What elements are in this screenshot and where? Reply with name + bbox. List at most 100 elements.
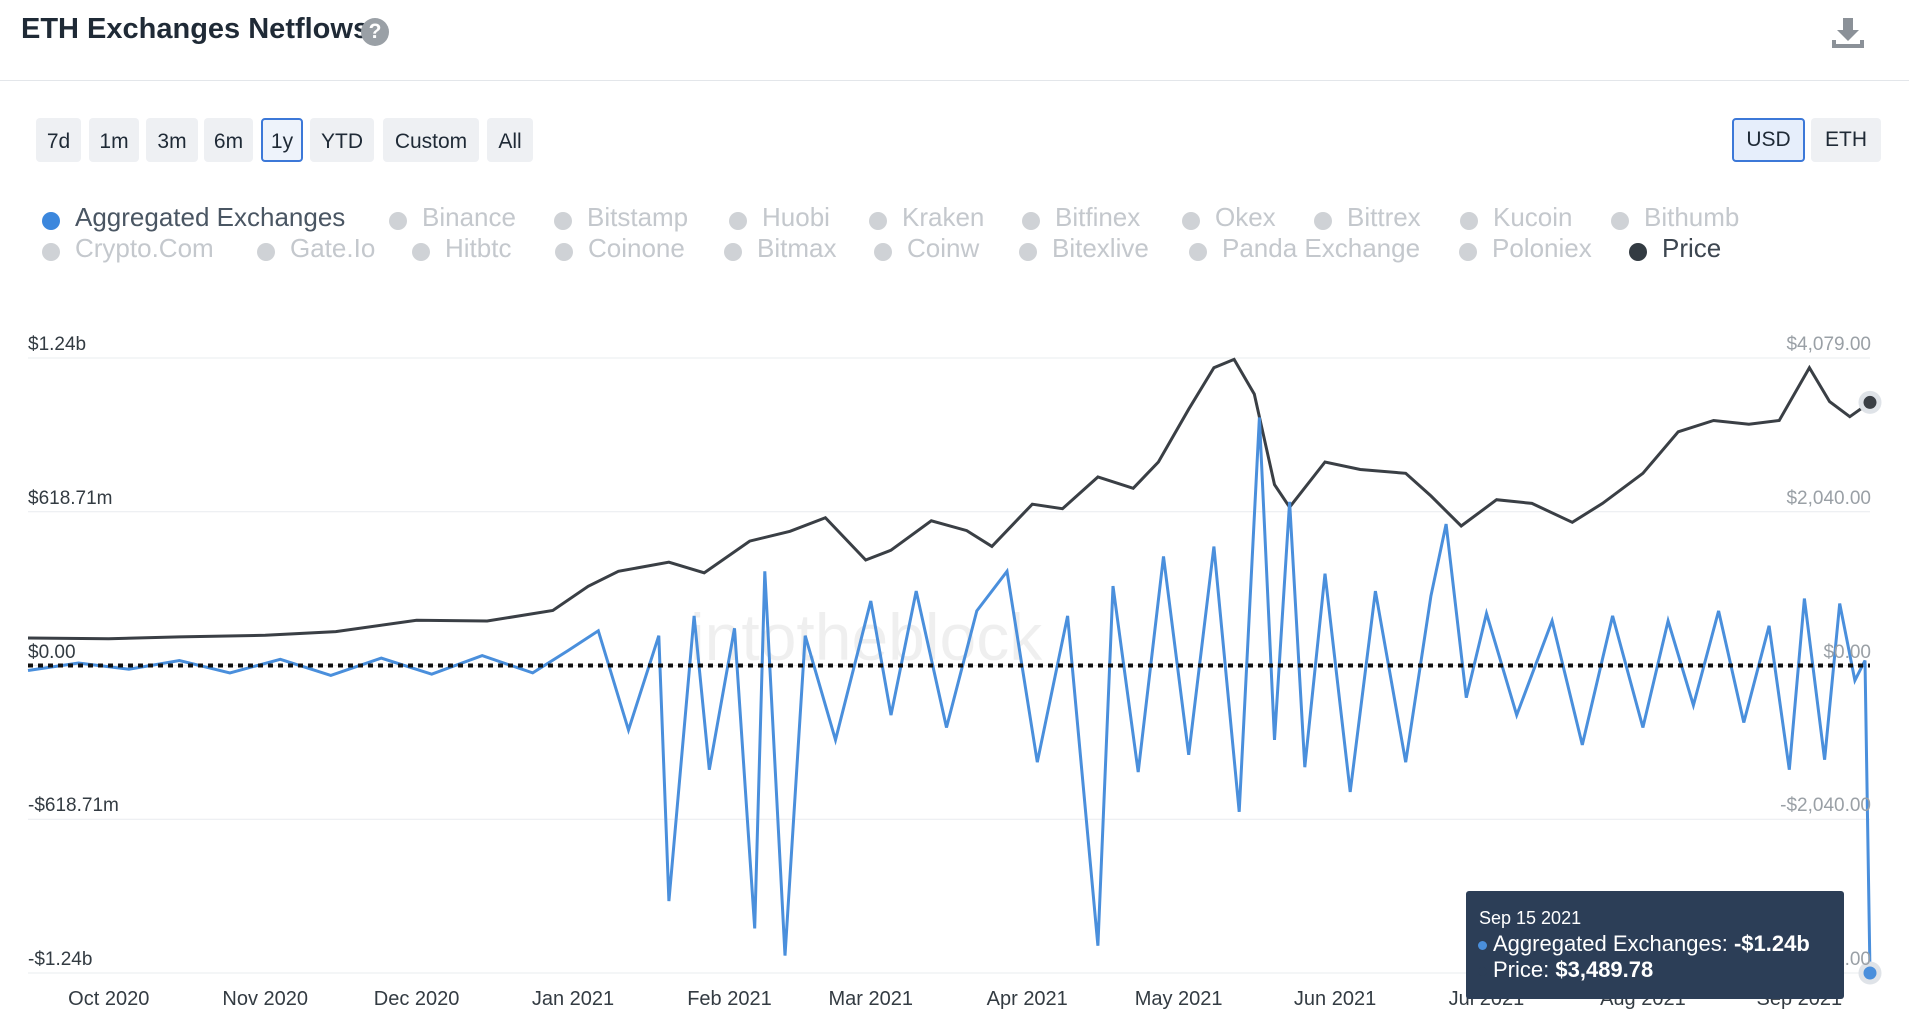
netflow-point <box>596 629 600 633</box>
netflow-point <box>531 671 535 675</box>
legend-label: Bitexlive <box>1052 233 1149 263</box>
netflow-point <box>1096 944 1100 948</box>
legend-label: Bithumb <box>1644 202 1740 232</box>
netflow-point <box>329 673 333 677</box>
legend-dot <box>869 212 887 230</box>
legend-dot <box>1459 243 1477 261</box>
x-axis-tick: Nov 2020 <box>222 988 308 1010</box>
netflow-series-line <box>27 417 1872 974</box>
timeframe-3m-button[interactable]: 3m <box>146 118 198 162</box>
netflow-point <box>1580 743 1584 747</box>
netflow-point <box>430 672 434 676</box>
netflow-point <box>1273 738 1277 742</box>
legend-label: Panda Exchange <box>1222 233 1421 263</box>
price-point <box>334 630 338 634</box>
price-point <box>1848 415 1852 419</box>
price-point <box>1096 475 1100 479</box>
price-point <box>1459 524 1463 528</box>
netflow-point <box>1035 760 1039 764</box>
timeframe-1y-button[interactable]: 1y <box>261 118 303 162</box>
timeframe-ytd-button[interactable]: YTD <box>310 118 374 162</box>
netflow-point <box>733 626 737 630</box>
netflow-point <box>566 649 570 653</box>
legend-dot <box>1611 212 1629 230</box>
x-axis-tick: Dec 2020 <box>373 988 460 1010</box>
tooltip-price-dot <box>1478 966 1487 976</box>
timeframe-all-button[interactable]: All <box>487 118 533 162</box>
price-point <box>616 569 620 573</box>
legend-label: Price <box>1662 233 1722 263</box>
legend-dot <box>555 243 573 261</box>
netflow-point <box>1005 569 1009 573</box>
price-point <box>177 635 181 639</box>
price-point <box>1807 366 1811 370</box>
chart-header: ETH Exchanges Netflows ? <box>0 0 1909 81</box>
netflow-point <box>889 713 893 717</box>
legend-dot <box>1022 212 1040 230</box>
page-title: ETH Exchanges Netflows <box>21 13 370 45</box>
timeframe-6m-button[interactable]: 6m <box>204 118 253 162</box>
legend-dot <box>257 243 275 261</box>
price-point <box>1404 471 1408 475</box>
tooltip-date: Sep 15 2021 <box>1479 908 1582 928</box>
right-axis-tick: $2,040.00 <box>1786 487 1871 509</box>
netflow-point <box>228 671 232 675</box>
price-point <box>1156 460 1160 464</box>
left-axis-tick: $1.24b <box>28 334 87 355</box>
timeframe-custom-button[interactable]: Custom <box>383 118 479 162</box>
legend-dot <box>1460 212 1478 230</box>
price-point <box>864 558 868 562</box>
netflow-point <box>1161 554 1165 558</box>
right-axis-tick: $4,079.00 <box>1786 334 1871 355</box>
legend-dot <box>1182 212 1200 230</box>
netflow-point <box>1444 522 1448 526</box>
price-point <box>586 584 590 588</box>
legend-dot <box>724 243 742 261</box>
legend-label: Okex <box>1215 202 1276 232</box>
netflow-point <box>76 661 80 665</box>
currency-usd-button[interactable]: USD <box>1732 118 1805 162</box>
legend-label: Huobi <box>762 202 830 232</box>
price-point <box>1676 430 1680 434</box>
netflow-point <box>1858 961 1882 985</box>
download-icon[interactable] <box>1830 14 1866 50</box>
netflow-point <box>1066 614 1070 618</box>
price-point <box>1273 483 1277 487</box>
legend-label: Crypto.Com <box>75 233 214 263</box>
netflow-point <box>1550 619 1554 623</box>
tooltip-series-label: Aggregated Exchanges: <box>1493 931 1728 956</box>
left-axis-tick: $0.00 <box>28 641 76 663</box>
legend-dot <box>412 243 430 261</box>
tooltip-price-row: Price: $3,489.78 <box>1478 957 1653 983</box>
timeframe-7d-button[interactable]: 7d <box>36 118 81 162</box>
price-point <box>990 544 994 548</box>
netflow-point <box>1348 790 1352 794</box>
price-point <box>1712 418 1716 422</box>
price-point <box>929 519 933 523</box>
netflow-point <box>1611 614 1615 618</box>
price-point <box>107 637 111 641</box>
legend-label: Bittrex <box>1347 202 1421 232</box>
price-point <box>889 548 893 552</box>
question-circle-icon[interactable]: ? <box>361 18 389 46</box>
left-axis-tick: $618.71m <box>28 487 113 509</box>
tooltip-series-value: -$1.24b <box>1733 931 1810 956</box>
netflow-point <box>627 728 631 732</box>
legend-label: Aggregated Exchanges <box>75 202 346 232</box>
currency-eth-button[interactable]: ETH <box>1811 118 1881 162</box>
price-point <box>823 516 827 520</box>
legend-label: Gate.Io <box>290 233 376 263</box>
price-point <box>263 633 267 637</box>
netflow-point <box>1111 584 1115 588</box>
legend-dot <box>1189 243 1207 261</box>
price-point <box>1530 501 1534 505</box>
legend-label: Coinw <box>907 233 980 263</box>
right-axis-tick: -$2,040.00 <box>1780 795 1871 817</box>
legend-label: Hitbtc <box>445 233 512 263</box>
netflow-point <box>657 634 661 638</box>
netflow-point <box>707 768 711 772</box>
price-point <box>1495 498 1499 502</box>
netflow-point <box>1484 611 1488 615</box>
netflow-point <box>177 659 181 663</box>
timeframe-1m-button[interactable]: 1m <box>89 118 139 162</box>
